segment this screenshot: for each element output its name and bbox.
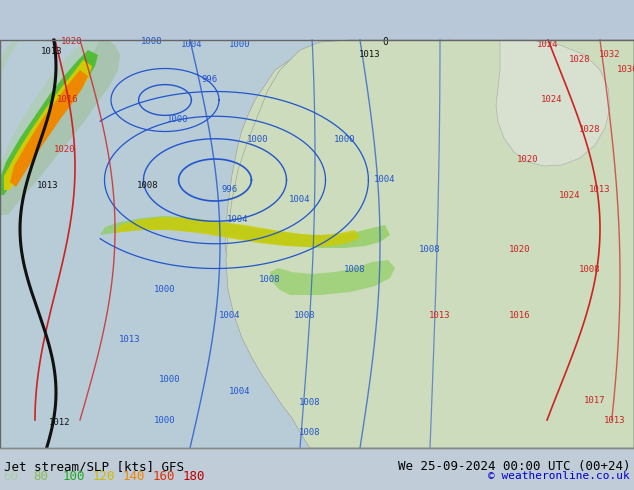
Text: 0: 0 [382,37,388,47]
Polygon shape [100,216,390,248]
Bar [0,40,634,448]
Text: We 25-09-2024 00:00 UTC (00+24): We 25-09-2024 00:00 UTC (00+24) [398,460,630,473]
Text: 1024: 1024 [559,191,581,199]
Text: 1008: 1008 [299,427,321,437]
Text: 1020: 1020 [509,245,531,254]
Text: 1000: 1000 [167,116,189,124]
Polygon shape [226,40,634,448]
Text: 1036: 1036 [618,66,634,74]
Text: 1000: 1000 [154,416,176,424]
Text: 1012: 1012 [49,417,71,426]
Text: 60: 60 [3,469,18,483]
Text: 1024: 1024 [537,41,559,49]
Text: 1008: 1008 [299,397,321,407]
Text: 1020: 1020 [517,155,539,165]
Text: 1008: 1008 [137,180,158,190]
Text: 1008: 1008 [419,245,441,254]
Text: 1013: 1013 [119,336,141,344]
Text: 120: 120 [93,469,115,483]
Text: 1028: 1028 [579,125,601,134]
Text: 1000: 1000 [230,41,251,49]
Text: 1013: 1013 [37,180,59,190]
Text: Jet stream/SLP [kts] GFS: Jet stream/SLP [kts] GFS [4,460,184,473]
Text: 1008: 1008 [579,266,601,274]
Bar [0,448,634,490]
Polygon shape [0,40,100,448]
Text: 1020: 1020 [61,38,83,47]
Polygon shape [10,70,88,187]
Text: 996: 996 [222,186,238,195]
Text: 1016: 1016 [57,96,79,104]
Text: 1004: 1004 [227,216,249,224]
Text: 1000: 1000 [154,286,176,294]
Text: © weatheronline.co.uk: © weatheronline.co.uk [488,471,630,481]
Text: 80: 80 [33,469,48,483]
Text: 1016: 1016 [509,311,531,319]
Text: 1013: 1013 [41,48,63,56]
Text: 1008: 1008 [141,38,163,47]
Text: 1008: 1008 [344,266,366,274]
Text: 1004: 1004 [374,175,396,185]
Text: 1013: 1013 [429,311,451,319]
Text: 1017: 1017 [585,395,605,405]
Text: 1028: 1028 [569,55,591,65]
Text: 1004: 1004 [230,388,251,396]
Text: 180: 180 [183,469,205,483]
Polygon shape [4,60,92,190]
Polygon shape [0,50,98,195]
Polygon shape [496,40,610,166]
Text: 1032: 1032 [599,50,621,59]
Polygon shape [0,40,120,215]
Text: 1000: 1000 [247,136,269,145]
Text: 1004: 1004 [219,311,241,319]
Polygon shape [0,40,22,100]
Text: 1004: 1004 [181,41,203,49]
Text: 1000: 1000 [159,375,181,385]
Bar [0,40,634,448]
Text: 1013: 1013 [359,50,381,59]
Text: 996: 996 [202,75,218,84]
Text: 1008: 1008 [259,275,281,285]
Text: 100: 100 [63,469,86,483]
Text: 1020: 1020 [55,146,75,154]
Text: 1000: 1000 [334,136,356,145]
Polygon shape [115,217,360,247]
Text: 160: 160 [153,469,176,483]
Text: 1013: 1013 [589,186,611,195]
Polygon shape [270,260,395,295]
Text: 1004: 1004 [289,196,311,204]
Text: 1013: 1013 [604,416,626,424]
Text: 1024: 1024 [541,96,563,104]
Polygon shape [225,40,634,448]
Polygon shape [0,40,100,190]
Text: 140: 140 [123,469,145,483]
Text: 1008: 1008 [294,311,316,319]
